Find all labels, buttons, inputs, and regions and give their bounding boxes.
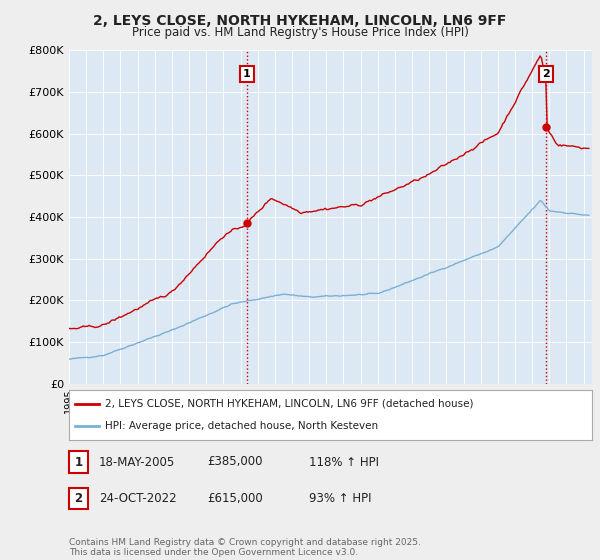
Text: 2, LEYS CLOSE, NORTH HYKEHAM, LINCOLN, LN6 9FF (detached house): 2, LEYS CLOSE, NORTH HYKEHAM, LINCOLN, L…	[104, 399, 473, 409]
Text: 2: 2	[542, 69, 550, 79]
Text: 2, LEYS CLOSE, NORTH HYKEHAM, LINCOLN, LN6 9FF: 2, LEYS CLOSE, NORTH HYKEHAM, LINCOLN, L…	[94, 14, 506, 28]
Text: 1: 1	[74, 455, 83, 469]
Text: 118% ↑ HPI: 118% ↑ HPI	[309, 455, 379, 469]
Text: HPI: Average price, detached house, North Kesteven: HPI: Average price, detached house, Nort…	[104, 421, 378, 431]
Text: Price paid vs. HM Land Registry's House Price Index (HPI): Price paid vs. HM Land Registry's House …	[131, 26, 469, 39]
Text: 1: 1	[243, 69, 251, 79]
Text: Contains HM Land Registry data © Crown copyright and database right 2025.
This d: Contains HM Land Registry data © Crown c…	[69, 538, 421, 557]
Text: 93% ↑ HPI: 93% ↑ HPI	[309, 492, 371, 505]
Text: 24-OCT-2022: 24-OCT-2022	[99, 492, 176, 505]
Text: 2: 2	[74, 492, 83, 505]
Text: 18-MAY-2005: 18-MAY-2005	[99, 455, 175, 469]
Text: £385,000: £385,000	[207, 455, 263, 469]
Text: £615,000: £615,000	[207, 492, 263, 505]
